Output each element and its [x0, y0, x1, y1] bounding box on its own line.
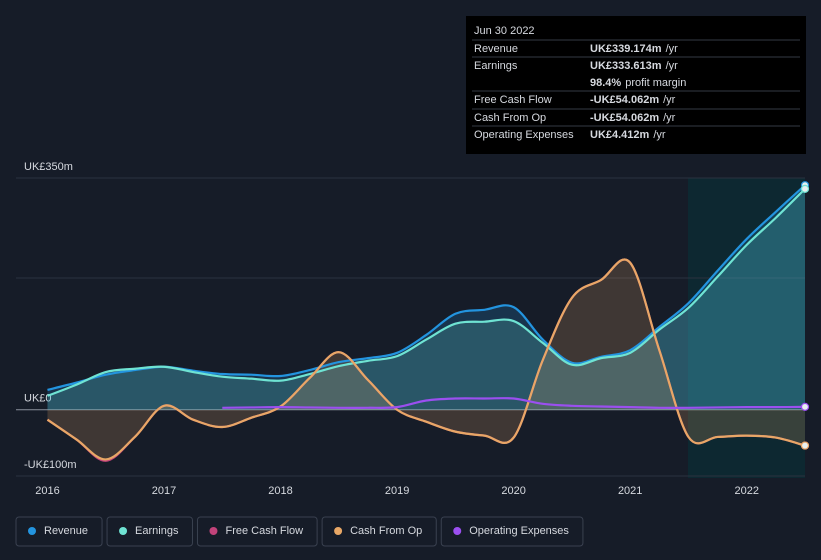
y-tick-label: -UK£100m	[24, 459, 77, 471]
end-point	[800, 441, 810, 450]
series-line	[46, 258, 806, 461]
tooltip-value: UK£4.412m	[590, 129, 650, 141]
legend-box[interactable]	[440, 516, 584, 547]
legend-label: Earnings	[135, 525, 179, 537]
tooltip-title: Jun 30 2022	[474, 25, 535, 37]
legend-swatch	[453, 527, 462, 535]
legend-swatch	[334, 527, 343, 535]
legend-swatch	[28, 527, 36, 535]
tooltip-suffix: /yr	[666, 60, 679, 72]
series-line	[47, 188, 806, 397]
x-tick-label: 2019	[385, 485, 409, 497]
highlight-region	[688, 178, 805, 478]
legend-item[interactable]: Cash From Op	[321, 516, 437, 547]
end-point	[800, 402, 810, 411]
x-tick-label: 2020	[501, 485, 525, 497]
tooltip: Jun 30 2022 Revenue UK£339.174m/yr Earnings…	[466, 16, 806, 154]
tooltip-label: Free Cash Flow	[474, 94, 552, 106]
legend-box[interactable]	[196, 516, 318, 547]
tooltip-box	[466, 16, 806, 154]
y-tick-label: UK£0	[24, 393, 52, 405]
x-tick-label: 2021	[618, 485, 642, 497]
legend-swatch	[209, 527, 218, 535]
legend-label: Revenue	[44, 525, 88, 537]
legend-label: Free Cash Flow	[225, 525, 303, 537]
x-tick-label: 2016	[35, 485, 59, 497]
y-tick-label: UK£350m	[24, 161, 73, 173]
series-line	[222, 397, 806, 409]
tooltip-suffix: profit margin	[625, 77, 686, 89]
tooltip-suffix: /yr	[663, 94, 676, 106]
tooltip-value: UK£339.174m	[590, 43, 662, 55]
legend-label: Operating Expenses	[469, 525, 569, 537]
lines	[46, 181, 810, 462]
legend-item[interactable]: Free Cash Flow	[196, 516, 318, 547]
legend-item[interactable]: Operating Expenses	[440, 516, 584, 547]
tooltip-label: Revenue	[474, 43, 518, 55]
tooltip-value: -UK£54.062m	[590, 112, 659, 124]
tooltip-suffix: /yr	[653, 129, 666, 141]
tooltip-value: -UK£54.062m	[590, 94, 659, 106]
tooltip-label: Operating Expenses	[474, 129, 574, 141]
legend-box[interactable]	[321, 516, 437, 547]
tooltip-label: Cash From Op	[474, 112, 546, 124]
tooltip-value: 98.4%	[590, 77, 621, 89]
end-point	[800, 184, 810, 193]
legend-box[interactable]	[15, 516, 103, 547]
areas	[47, 185, 805, 460]
legend-box[interactable]	[106, 516, 193, 547]
area	[47, 185, 805, 410]
legend-swatch	[119, 527, 128, 535]
x-tick-label: 2018	[268, 485, 292, 497]
tooltip-suffix: /yr	[663, 112, 676, 124]
tooltip-suffix: /yr	[666, 43, 679, 55]
legend-item[interactable]: Revenue	[15, 516, 103, 547]
area	[47, 259, 805, 460]
legend-label: Cash From Op	[350, 525, 422, 537]
area	[47, 188, 805, 410]
x-tick-label: 2022	[734, 485, 758, 497]
x-tick-label: 2017	[152, 485, 176, 497]
legend-item[interactable]: Earnings	[106, 516, 193, 547]
tooltip-label: Earnings	[474, 60, 518, 72]
tooltip-value: UK£333.613m	[590, 60, 662, 72]
